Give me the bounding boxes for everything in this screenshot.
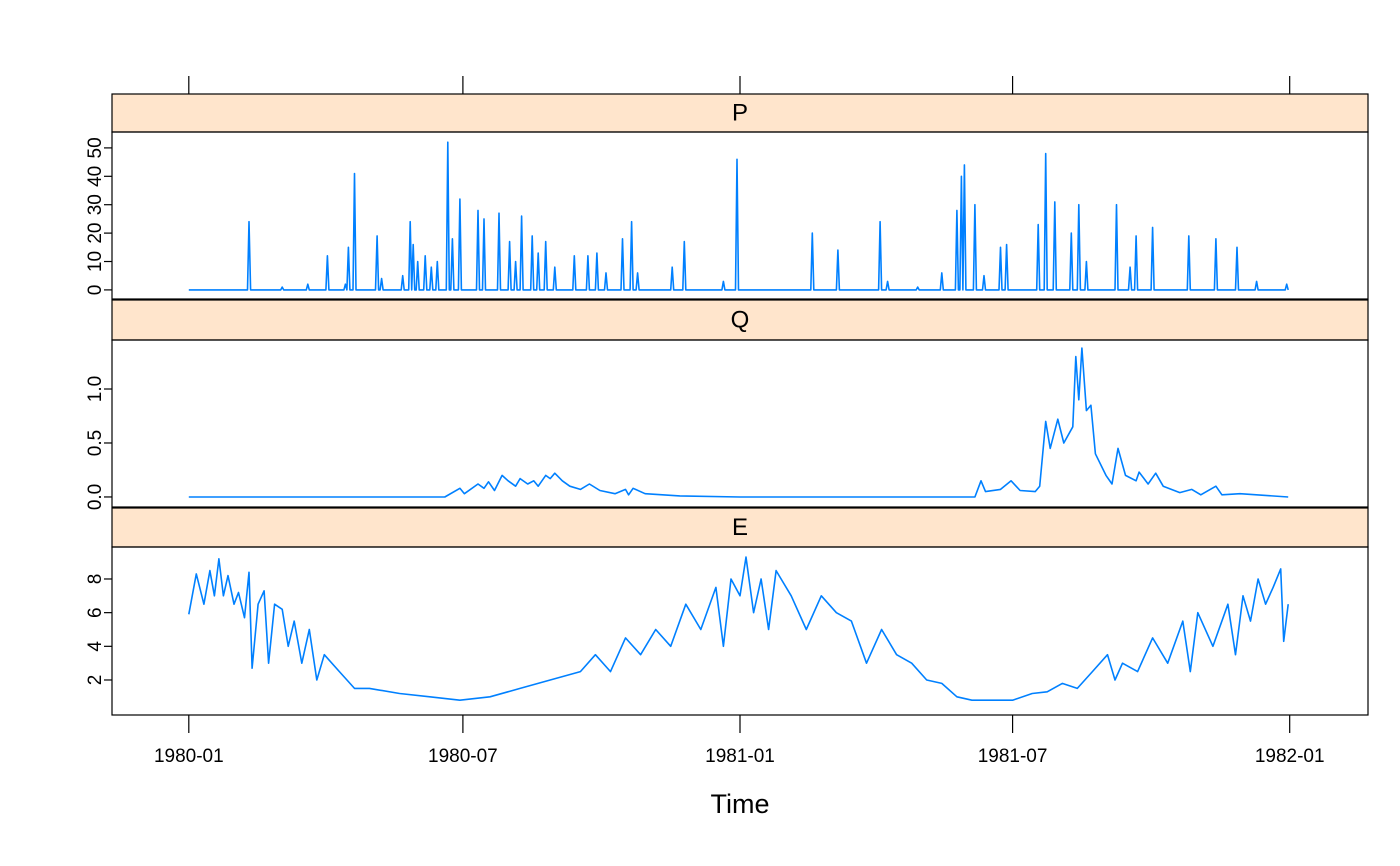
y-tick-label: 40 xyxy=(85,166,106,187)
strip-title: Q xyxy=(731,306,750,333)
x-tick-label: 1981-07 xyxy=(978,746,1048,767)
strip xyxy=(111,93,1369,133)
x-axis-title: Time xyxy=(711,789,770,819)
strip xyxy=(111,299,1369,341)
strip-title: E xyxy=(732,514,748,541)
y-tick-label: 1.0 xyxy=(85,376,106,402)
y-tick-label: 8 xyxy=(85,574,106,585)
y-tick-label: 50 xyxy=(85,137,106,158)
panel xyxy=(111,131,1369,300)
y-tick-label: 20 xyxy=(85,223,106,244)
data-line xyxy=(188,347,1289,498)
data-line xyxy=(188,556,1289,701)
data-line xyxy=(188,141,1289,291)
y-tick-label: 10 xyxy=(85,251,106,272)
panel xyxy=(111,339,1369,508)
y-tick-label: 2 xyxy=(85,675,106,686)
y-tick-label: 0.5 xyxy=(85,430,106,456)
y-tick-label: 6 xyxy=(85,607,106,618)
y-tick-label: 4 xyxy=(85,641,106,652)
y-tick-label: 0.0 xyxy=(85,484,106,510)
y-tick-label: 0 xyxy=(85,285,106,296)
x-tick-label: 1982-01 xyxy=(1255,746,1325,767)
y-tick-label: 30 xyxy=(85,194,106,215)
x-tick-label: 1981-01 xyxy=(705,746,775,767)
x-tick-label: 1980-01 xyxy=(154,746,224,767)
x-tick-label: 1980-07 xyxy=(428,746,498,767)
strip-title: P xyxy=(732,99,748,126)
